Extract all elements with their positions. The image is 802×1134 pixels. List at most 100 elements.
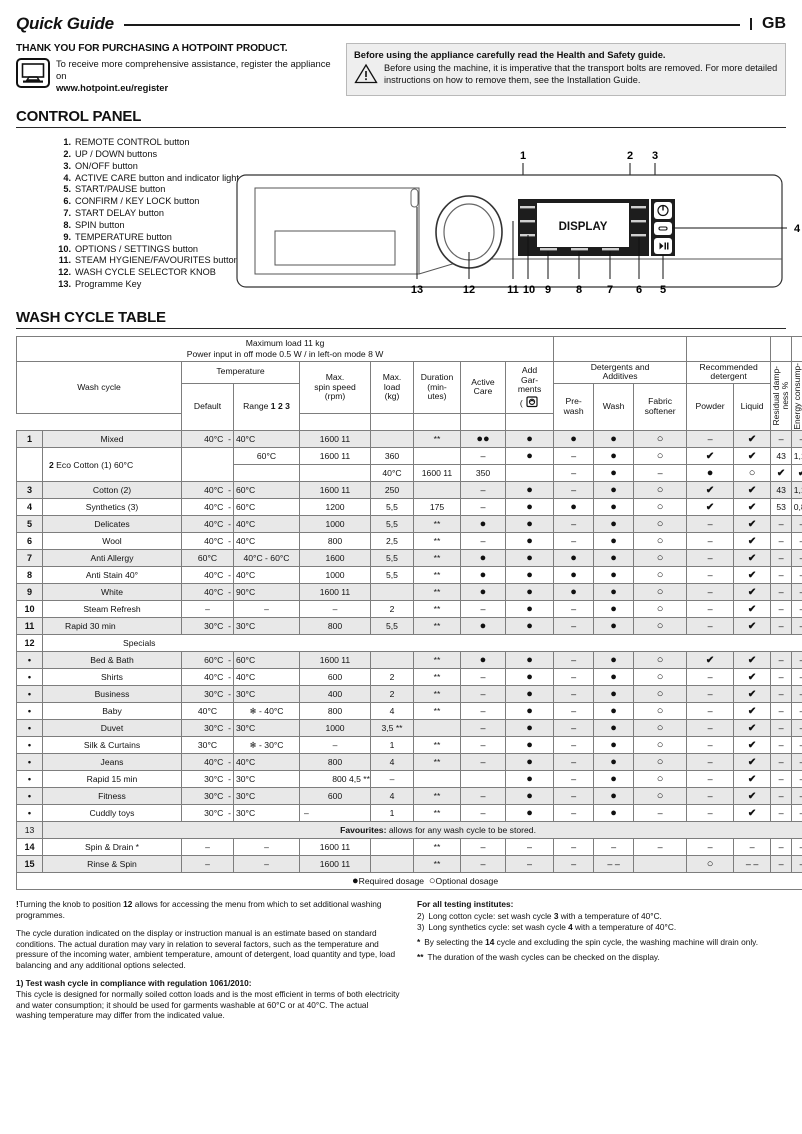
ac-l2: Care xyxy=(473,386,493,397)
dash-symbol: – xyxy=(480,723,486,734)
check-symbol: ✔ xyxy=(705,484,715,496)
detergents-spacer-a xyxy=(553,336,688,362)
cycle-number: 4 xyxy=(16,498,43,517)
spin-l1: Max. xyxy=(325,372,345,383)
check-symbol: ✔ xyxy=(747,450,757,462)
fabric-softener: ○ xyxy=(633,651,688,670)
pre-wash: – xyxy=(553,702,595,721)
pre-wash: – xyxy=(553,532,595,551)
dash-symbol: – xyxy=(480,536,486,547)
required-dosage-symbol: ● xyxy=(526,517,533,530)
svg-text:6: 6 xyxy=(636,284,642,296)
powder-detergent: – xyxy=(686,702,735,721)
required-dosage-symbol: ● xyxy=(610,687,617,700)
cycle-name: Rapid 30 min xyxy=(42,617,182,636)
wash-detergent: ● xyxy=(593,770,635,789)
dash-symbol: – xyxy=(707,774,713,785)
svg-text:8: 8 xyxy=(576,284,582,296)
table-header-row-3 xyxy=(16,413,802,432)
check-symbol: ✔ xyxy=(747,688,757,700)
duration: ** xyxy=(413,600,461,619)
check-symbol: ✔ xyxy=(747,501,757,513)
pre-wash: – xyxy=(553,617,595,636)
max-load xyxy=(370,430,414,449)
control-panel-item-12: 12. WASH CYCLE SELECTOR KNOB xyxy=(56,267,266,279)
wash-detergent: ● xyxy=(593,600,635,619)
add-garments: – xyxy=(504,838,555,857)
default-temperature: 30°C - xyxy=(181,719,234,738)
max-load: 4 xyxy=(370,787,414,806)
register-url[interactable]: www.hotpoint.eu/register xyxy=(56,82,169,94)
range-temperature: – xyxy=(233,838,300,857)
optional-dosage-symbol: ○ xyxy=(656,772,664,785)
table-row: 3 Cotton (2) 40°C -60°C 1600 11 250 – ● – ● ○ ✔ ✔ 43… xyxy=(16,481,802,500)
default-temperature: 30°C - xyxy=(181,804,234,823)
dash-symbol: – xyxy=(571,672,577,683)
control-panel-item-label: WASH CYCLE SELECTOR KNOB xyxy=(75,267,216,278)
knob-note-c: allows for accessing the menu from which… xyxy=(16,899,382,921)
thank-you-block: THANK YOU FOR PURCHASING A HOTPOINT PROD… xyxy=(16,43,334,94)
svg-text:2: 2 xyxy=(627,150,633,162)
active-care: – xyxy=(460,855,506,874)
dash-symbol: – xyxy=(527,859,533,870)
svg-text:5: 5 xyxy=(660,284,666,296)
required-dosage-symbol: ● xyxy=(610,585,617,598)
max-spin-speed: 800 xyxy=(299,617,371,636)
dash-symbol: – xyxy=(800,808,802,818)
pw-l2: wash xyxy=(563,406,584,417)
dash-symbol: – xyxy=(800,757,802,767)
testing-institutes-title: For all testing institutes: xyxy=(417,899,783,910)
dash-symbol: – xyxy=(571,621,577,632)
energy-consumption: – xyxy=(791,753,802,772)
duration xyxy=(413,447,461,466)
active-care: – xyxy=(460,498,506,517)
powder-detergent: ○ xyxy=(686,855,735,874)
control-panel-item-number: 8. xyxy=(63,219,71,230)
check-symbol: ✔ xyxy=(747,569,757,581)
required-dosage-symbol: ● xyxy=(610,704,617,717)
svg-text:1: 1 xyxy=(520,150,526,162)
detergents-spacer-b xyxy=(686,336,772,362)
dash-symbol: – xyxy=(778,774,784,785)
pre-wash: – xyxy=(553,515,595,534)
pre-wash: ● xyxy=(553,549,595,568)
control-panel-rule xyxy=(16,127,786,128)
fabric-softener: ○ xyxy=(633,719,688,738)
pre-wash: – xyxy=(553,753,595,772)
dash-symbol: – xyxy=(778,587,784,598)
duration-note: The cycle duration indicated on the disp… xyxy=(16,927,396,971)
cycle-name: Shirts xyxy=(42,668,182,687)
cycle-name: Wool xyxy=(42,532,182,551)
duration: ** xyxy=(413,753,461,772)
required-dosage-symbol: ● xyxy=(479,551,487,564)
cycle-name: 2 Eco Cotton (1) 60°C xyxy=(42,447,182,483)
optional-dosage-symbol: ○ xyxy=(656,619,664,632)
double-dash-symbol: – – xyxy=(745,859,759,870)
cycle-number: 3 xyxy=(16,481,43,500)
max-spin-speed: 800 xyxy=(299,702,371,721)
max-spin-speed: 1600 11 xyxy=(299,838,371,857)
fabric-softener: ○ xyxy=(633,600,688,619)
required-dosage-symbol: ● xyxy=(570,551,577,564)
pre-wash: – xyxy=(553,447,595,466)
max-spin-speed: 1000 xyxy=(299,566,371,585)
max-load: 250 xyxy=(370,481,414,500)
check-symbol: ✔ xyxy=(776,467,786,479)
energy-consumption: – xyxy=(791,515,802,534)
max-spin-speed: 1600 11 xyxy=(299,447,371,466)
required-dosage-symbol: ● xyxy=(526,432,533,445)
energy-spacer xyxy=(791,336,802,362)
required-dosage-symbol: ● xyxy=(526,551,533,564)
dash-symbol: – xyxy=(707,553,713,564)
cycle-name: Fitness xyxy=(42,787,182,806)
note-dstar-text: The duration of the wash cycles can be c… xyxy=(427,952,660,963)
header-wash-cycle: Wash cycle xyxy=(16,360,182,415)
dash-symbol: – xyxy=(800,689,802,699)
required-dosage-symbol: ● xyxy=(526,738,533,751)
control-panel-item-number: 5. xyxy=(63,184,71,195)
wash-detergent: ● xyxy=(593,736,635,755)
required-dosage-symbol: ● xyxy=(479,585,487,598)
add-garments: ● xyxy=(504,549,555,568)
required-dosage-symbol: ● xyxy=(610,449,617,462)
cycle-name: Rinse & Spin xyxy=(42,855,182,874)
